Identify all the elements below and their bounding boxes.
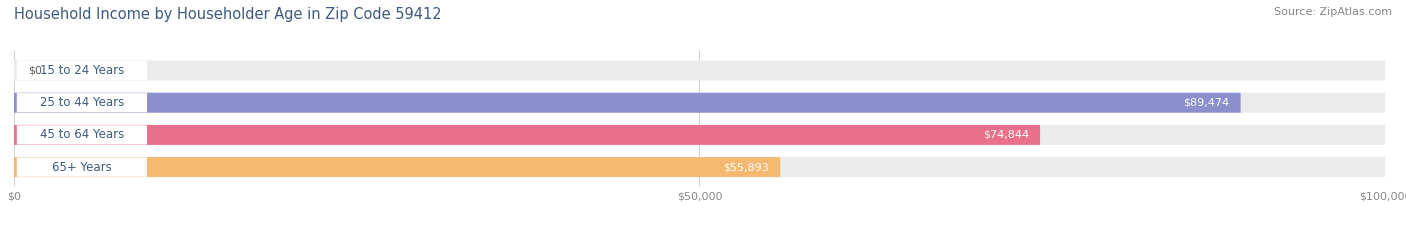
FancyBboxPatch shape xyxy=(17,61,148,80)
Text: Household Income by Householder Age in Zip Code 59412: Household Income by Householder Age in Z… xyxy=(14,7,441,22)
FancyBboxPatch shape xyxy=(14,61,1385,81)
FancyBboxPatch shape xyxy=(14,157,1385,177)
FancyBboxPatch shape xyxy=(17,158,148,177)
Text: $89,474: $89,474 xyxy=(1184,98,1230,108)
Text: 45 to 64 Years: 45 to 64 Years xyxy=(39,128,124,141)
Text: 15 to 24 Years: 15 to 24 Years xyxy=(39,64,124,77)
FancyBboxPatch shape xyxy=(14,93,1240,113)
Text: $55,893: $55,893 xyxy=(724,162,769,172)
Text: $74,844: $74,844 xyxy=(983,130,1029,140)
Text: $0: $0 xyxy=(28,65,42,75)
FancyBboxPatch shape xyxy=(14,93,1385,113)
FancyBboxPatch shape xyxy=(14,125,1385,145)
Text: 25 to 44 Years: 25 to 44 Years xyxy=(39,96,124,109)
FancyBboxPatch shape xyxy=(17,93,148,112)
FancyBboxPatch shape xyxy=(14,125,1040,145)
Text: Source: ZipAtlas.com: Source: ZipAtlas.com xyxy=(1274,7,1392,17)
Text: 65+ Years: 65+ Years xyxy=(52,161,112,174)
FancyBboxPatch shape xyxy=(14,157,780,177)
FancyBboxPatch shape xyxy=(17,125,148,144)
